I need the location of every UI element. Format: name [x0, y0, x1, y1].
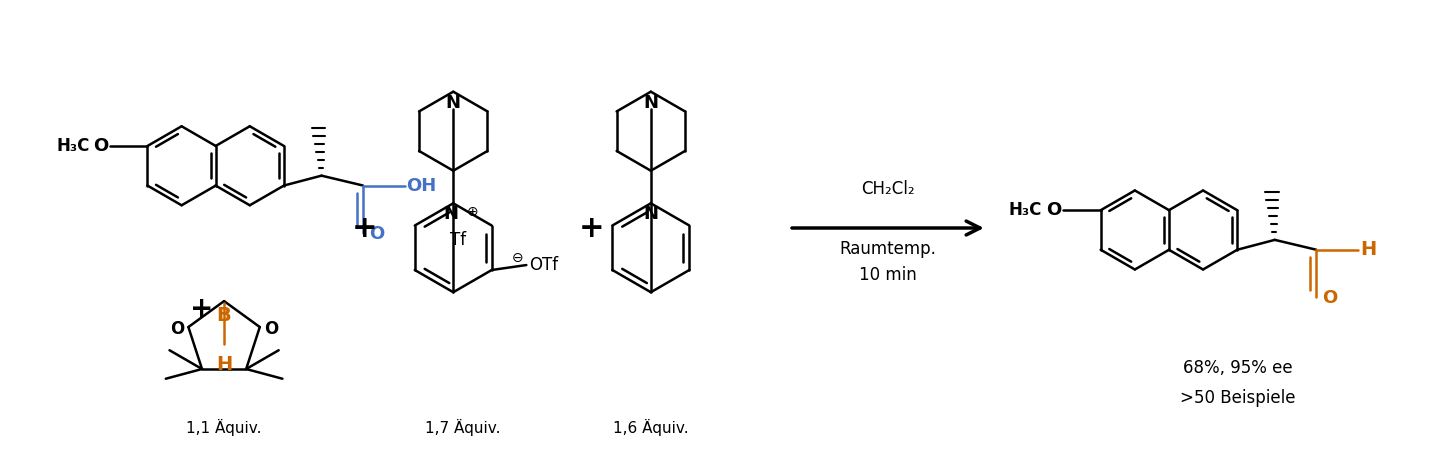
Text: +: + [351, 213, 377, 243]
Text: OH: OH [407, 176, 437, 195]
Text: N: N [446, 94, 460, 112]
Text: H: H [216, 356, 232, 374]
Text: >50 Beispiele: >50 Beispiele [1179, 389, 1296, 407]
Text: OTf: OTf [529, 256, 558, 274]
Text: O: O [170, 320, 184, 338]
Text: ⊖: ⊖ [512, 251, 523, 265]
Text: Tf: Tf [450, 231, 466, 249]
Text: +: + [578, 213, 604, 243]
Text: CH₂Cl₂: CH₂Cl₂ [861, 181, 915, 198]
Text: 1,6 Äquiv.: 1,6 Äquiv. [613, 419, 689, 436]
Text: 10 min: 10 min [858, 266, 917, 283]
Text: O: O [1045, 201, 1061, 219]
Text: O: O [1322, 289, 1337, 307]
Text: ⊕: ⊕ [467, 205, 479, 219]
Text: H₃C: H₃C [1008, 201, 1041, 219]
Text: 68%, 95% ee: 68%, 95% ee [1183, 359, 1293, 377]
Text: O: O [263, 320, 278, 338]
Text: 1,1 Äquiv.: 1,1 Äquiv. [187, 419, 262, 436]
Text: N: N [643, 205, 659, 223]
Text: O: O [92, 137, 108, 155]
Text: B: B [217, 306, 232, 325]
Text: N: N [643, 94, 659, 112]
Text: H: H [1360, 240, 1376, 259]
Text: 1,7 Äquiv.: 1,7 Äquiv. [426, 419, 500, 436]
Text: N: N [444, 205, 459, 223]
Text: Raumtemp.: Raumtemp. [840, 240, 936, 258]
Text: +: + [190, 295, 213, 323]
Text: H₃C: H₃C [56, 137, 91, 155]
Text: O: O [370, 225, 384, 243]
